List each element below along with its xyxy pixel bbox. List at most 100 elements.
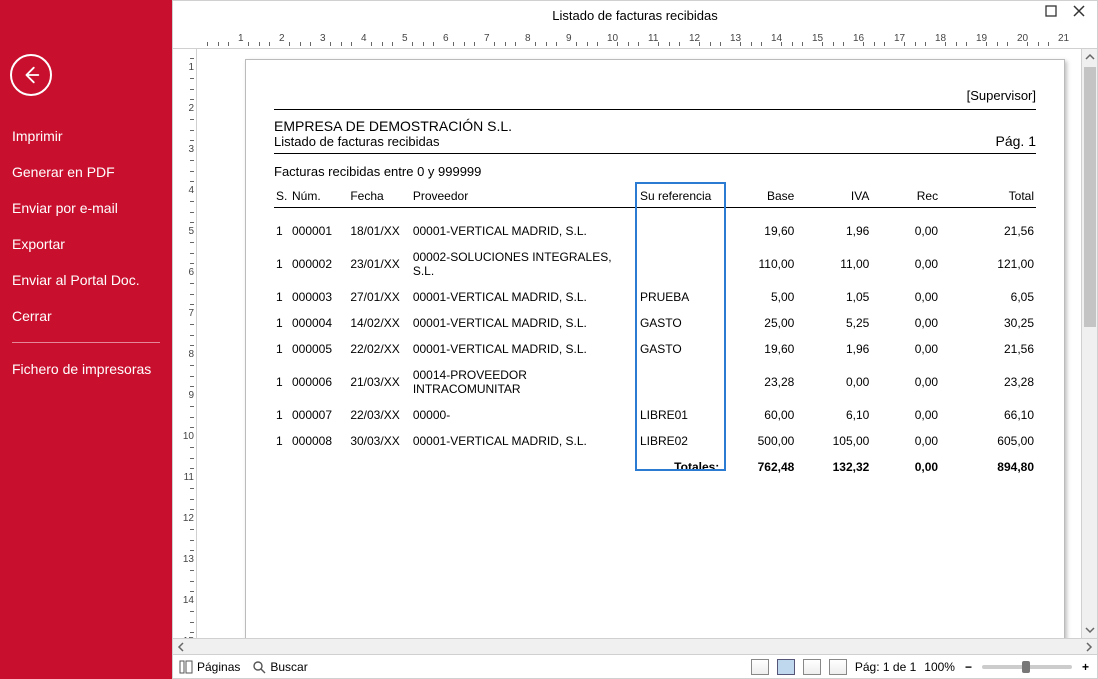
pages-panel-button[interactable]: Páginas xyxy=(179,660,240,674)
horizontal-ruler: 123456789101112131415161718192021 xyxy=(173,29,1097,49)
col-header-7: Rec xyxy=(871,185,940,208)
cell xyxy=(638,244,721,284)
cell: 0,00 xyxy=(871,362,940,402)
close-icon xyxy=(1073,5,1085,17)
search-icon xyxy=(252,660,266,674)
cell: 0,00 xyxy=(871,208,940,245)
totals-row: Totales:762,48132,320,00894,80 xyxy=(274,454,1036,480)
view-mode-4[interactable] xyxy=(829,659,847,675)
chevron-right-icon xyxy=(1084,642,1094,652)
table-row: 100000414/02/XX00001-VERTICAL MADRID, S.… xyxy=(274,310,1036,336)
cell: 21,56 xyxy=(940,336,1036,362)
cell: 30,25 xyxy=(940,310,1036,336)
cell: 1,05 xyxy=(796,284,871,310)
cell: 1 xyxy=(274,208,290,245)
cell: 18/01/XX xyxy=(348,208,411,245)
cell: 00014-PROVEEDOR INTRACOMUNITAR xyxy=(411,362,638,402)
cell: 23,28 xyxy=(940,362,1036,402)
sidebar-item-3[interactable]: Exportar xyxy=(0,226,172,262)
cell: 30/03/XX xyxy=(348,428,411,454)
cell: 000002 xyxy=(290,244,348,284)
table-row: 100000223/01/XX00002-SOLUCIONES INTEGRAL… xyxy=(274,244,1036,284)
range-text: Facturas recibidas entre 0 y 999999 xyxy=(274,164,1036,179)
cell: 00001-VERTICAL MADRID, S.L. xyxy=(411,336,638,362)
cell: 1 xyxy=(274,284,290,310)
zoom-out-button[interactable]: − xyxy=(963,660,974,674)
search-button[interactable]: Buscar xyxy=(252,660,307,674)
cell: 23/01/XX xyxy=(348,244,411,284)
chevron-left-icon xyxy=(176,642,186,652)
cell: 22/02/XX xyxy=(348,336,411,362)
scroll-up-button[interactable] xyxy=(1082,49,1097,65)
cell: 00001-VERTICAL MADRID, S.L. xyxy=(411,208,638,245)
company-name: EMPRESA DE DEMOSTRACIÓN S.L. xyxy=(274,118,512,134)
cell: 0,00 xyxy=(871,428,940,454)
cell: 1 xyxy=(274,336,290,362)
view-mode-2[interactable] xyxy=(777,659,795,675)
sidebar-item-1[interactable]: Generar en PDF xyxy=(0,154,172,190)
horizontal-scrollbar[interactable] xyxy=(173,638,1097,654)
table-row: 100000522/02/XX00001-VERTICAL MADRID, S.… xyxy=(274,336,1036,362)
cell: 22/03/XX xyxy=(348,402,411,428)
cell: 5,25 xyxy=(796,310,871,336)
cell: 66,10 xyxy=(940,402,1036,428)
cell: 000001 xyxy=(290,208,348,245)
cell: 21/03/XX xyxy=(348,362,411,402)
content-row: 123456789101112131415 [Supervisor] EMPRE… xyxy=(173,49,1097,638)
cell: PRUEBA xyxy=(638,284,721,310)
divider xyxy=(274,153,1036,154)
scroll-down-button[interactable] xyxy=(1082,622,1097,638)
cell: 1,96 xyxy=(796,208,871,245)
sidebar-item-0[interactable]: Imprimir xyxy=(0,118,172,154)
cell: GASTO xyxy=(638,336,721,362)
scroll-thumb[interactable] xyxy=(1084,67,1096,327)
cell: 105,00 xyxy=(796,428,871,454)
sidebar-item-5[interactable]: Cerrar xyxy=(0,298,172,334)
supervisor-label: [Supervisor] xyxy=(274,88,1036,103)
sidebar-item-2[interactable]: Enviar por e-mail xyxy=(0,190,172,226)
view-mode-1[interactable] xyxy=(751,659,769,675)
cell xyxy=(638,208,721,245)
pages-icon xyxy=(179,660,193,674)
window-title: Listado de facturas recibidas xyxy=(552,8,717,23)
sidebar-item-4[interactable]: Enviar al Portal Doc. xyxy=(0,262,172,298)
zoom-label: 100% xyxy=(924,660,955,674)
sidebar-secondary: Fichero de impresoras xyxy=(0,351,172,387)
col-header-8: Total xyxy=(940,185,1036,208)
divider xyxy=(274,109,1036,110)
close-button[interactable] xyxy=(1073,5,1091,17)
cell: LIBRE01 xyxy=(638,402,721,428)
cell: 0,00 xyxy=(796,362,871,402)
back-button[interactable] xyxy=(10,54,52,96)
cell: 60,00 xyxy=(721,402,796,428)
sidebar-menu: ImprimirGenerar en PDFEnviar por e-mailE… xyxy=(0,118,172,334)
cell: 6,10 xyxy=(796,402,871,428)
cell: 19,60 xyxy=(721,336,796,362)
cell: 1 xyxy=(274,310,290,336)
cell: 121,00 xyxy=(940,244,1036,284)
scroll-left-button[interactable] xyxy=(173,639,189,655)
col-header-3: Proveedor xyxy=(411,185,638,208)
col-header-5: Base xyxy=(721,185,796,208)
col-header-4: Su referencia xyxy=(638,185,721,208)
cell: 0,00 xyxy=(871,336,940,362)
sidebar-secondary-item-0[interactable]: Fichero de impresoras xyxy=(0,351,172,387)
zoom-slider[interactable] xyxy=(982,665,1072,669)
col-header-2: Fecha xyxy=(348,185,411,208)
maximize-button[interactable] xyxy=(1045,5,1063,17)
cell: 00001-VERTICAL MADRID, S.L. xyxy=(411,284,638,310)
scroll-right-button[interactable] xyxy=(1081,639,1097,655)
cell: 1 xyxy=(274,244,290,284)
table-row: 100000830/03/XX00001-VERTICAL MADRID, S.… xyxy=(274,428,1036,454)
cell: 1 xyxy=(274,428,290,454)
zoom-in-button[interactable]: + xyxy=(1080,660,1091,674)
cell: 0,00 xyxy=(871,310,940,336)
vertical-scrollbar[interactable] xyxy=(1081,49,1097,638)
main-area: Listado de facturas recibidas 1234567891… xyxy=(172,0,1098,679)
cell: 000005 xyxy=(290,336,348,362)
view-mode-3[interactable] xyxy=(803,659,821,675)
col-header-0: S. xyxy=(274,185,290,208)
table-row: 100000327/01/XX00001-VERTICAL MADRID, S.… xyxy=(274,284,1036,310)
cell: 000004 xyxy=(290,310,348,336)
zoom-thumb[interactable] xyxy=(1022,661,1030,673)
